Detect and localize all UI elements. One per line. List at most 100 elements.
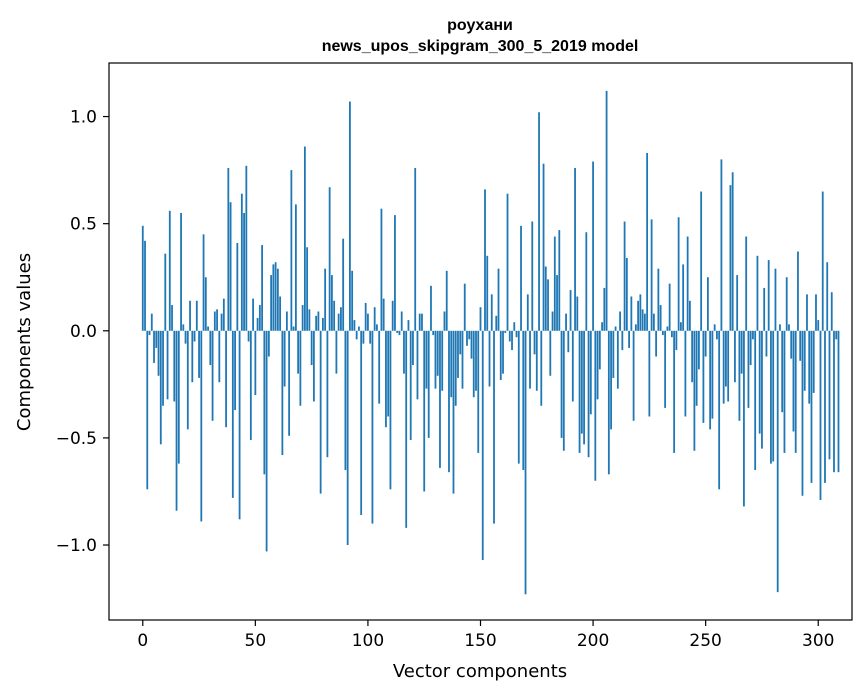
- bar-151: [481, 330, 484, 561]
- bar-68: [294, 204, 297, 331]
- bar-54: [263, 330, 266, 475]
- bar-179: [544, 266, 547, 331]
- bar-197: [585, 232, 588, 331]
- bar-214: [623, 221, 626, 331]
- bar-136: [448, 330, 450, 473]
- bar-221: [639, 294, 642, 331]
- bar-51: [256, 317, 259, 331]
- bar-144: [466, 330, 468, 346]
- bar-170: [524, 330, 527, 595]
- bar-176: [538, 112, 540, 331]
- bar-243: [688, 300, 691, 331]
- bar-43: [238, 330, 241, 520]
- bars: [141, 90, 840, 595]
- bar-201: [594, 330, 597, 481]
- bar-296: [808, 330, 811, 404]
- bar-185: [558, 230, 561, 331]
- bar-247: [698, 330, 700, 370]
- x-axis-label: Vector components: [393, 661, 567, 682]
- bar-228: [655, 330, 658, 357]
- bar-149: [477, 330, 480, 453]
- bar-98: [362, 330, 365, 344]
- bar-200: [592, 161, 594, 331]
- bar-286: [785, 277, 788, 331]
- bar-182: [551, 311, 554, 331]
- bar-301: [819, 330, 822, 501]
- bar-254: [713, 324, 716, 331]
- bar-249: [702, 330, 705, 423]
- bar-189: [567, 330, 570, 353]
- bar-251: [707, 277, 709, 331]
- bar-114: [398, 330, 401, 336]
- bar-210: [614, 326, 617, 331]
- bar-291: [797, 251, 799, 331]
- bar-18: [182, 324, 185, 331]
- bar-101: [369, 330, 372, 344]
- bar-215: [625, 257, 628, 331]
- y-tick-label: 1.0: [70, 108, 97, 128]
- bar-289: [792, 330, 795, 432]
- bar-8: [159, 330, 162, 445]
- bar-96: [358, 326, 360, 331]
- bar-38: [227, 167, 230, 331]
- y-axis-ticks: −1.0 −0.5 0.0 0.5 1.0: [56, 108, 109, 556]
- bar-199: [589, 330, 592, 415]
- bar-109: [387, 330, 390, 417]
- x-tick-label: 250: [689, 631, 721, 651]
- bar-83: [328, 187, 331, 331]
- bar-74: [308, 309, 311, 331]
- bar-36: [222, 298, 225, 331]
- bar-28: [204, 277, 207, 331]
- bar-123: [418, 313, 421, 331]
- bar-193: [576, 296, 579, 331]
- bar-222: [641, 309, 644, 331]
- bar-57: [270, 275, 273, 331]
- bar-152: [484, 189, 486, 331]
- bar-55: [265, 330, 268, 552]
- bar-33: [216, 309, 218, 331]
- bar-122: [416, 330, 419, 400]
- bar-125: [423, 330, 426, 492]
- bar-65: [288, 330, 291, 436]
- bar-105: [378, 330, 381, 404]
- bar-49: [252, 298, 254, 331]
- bar-3: [148, 330, 151, 336]
- bar-143: [463, 283, 466, 331]
- bar-58: [272, 264, 275, 331]
- bar-267: [743, 330, 745, 507]
- bar-34: [218, 330, 221, 383]
- bar-209: [612, 330, 615, 378]
- bar-212: [619, 311, 621, 331]
- bar-227: [652, 313, 655, 331]
- bar-230: [659, 305, 662, 331]
- bar-265: [738, 330, 741, 421]
- bar-158: [497, 268, 500, 331]
- bar-308: [835, 330, 838, 340]
- bar-281: [774, 268, 777, 331]
- bar-175: [535, 330, 538, 391]
- bar-142: [461, 330, 464, 389]
- bar-224: [646, 152, 649, 331]
- bar-4: [150, 313, 153, 331]
- bar-259: [725, 330, 727, 387]
- bar-89: [342, 238, 345, 331]
- bar-146: [470, 330, 473, 359]
- bar-196: [583, 330, 585, 445]
- bar-245: [693, 330, 696, 451]
- bar-194: [578, 330, 581, 453]
- bar-32: [213, 311, 216, 331]
- bar-155: [490, 294, 493, 331]
- bar-253: [711, 330, 714, 419]
- bar-168: [520, 225, 522, 331]
- bar-271: [752, 330, 754, 340]
- bar-93: [351, 270, 354, 331]
- bar-219: [634, 324, 637, 331]
- bar-31: [211, 330, 214, 421]
- bar-104: [376, 324, 378, 331]
- x-tick-label: 200: [577, 631, 609, 651]
- bar-290: [794, 330, 797, 453]
- bar-76: [312, 330, 315, 402]
- bar-78: [317, 311, 320, 331]
- bar-216: [628, 330, 630, 348]
- bar-72: [303, 146, 306, 331]
